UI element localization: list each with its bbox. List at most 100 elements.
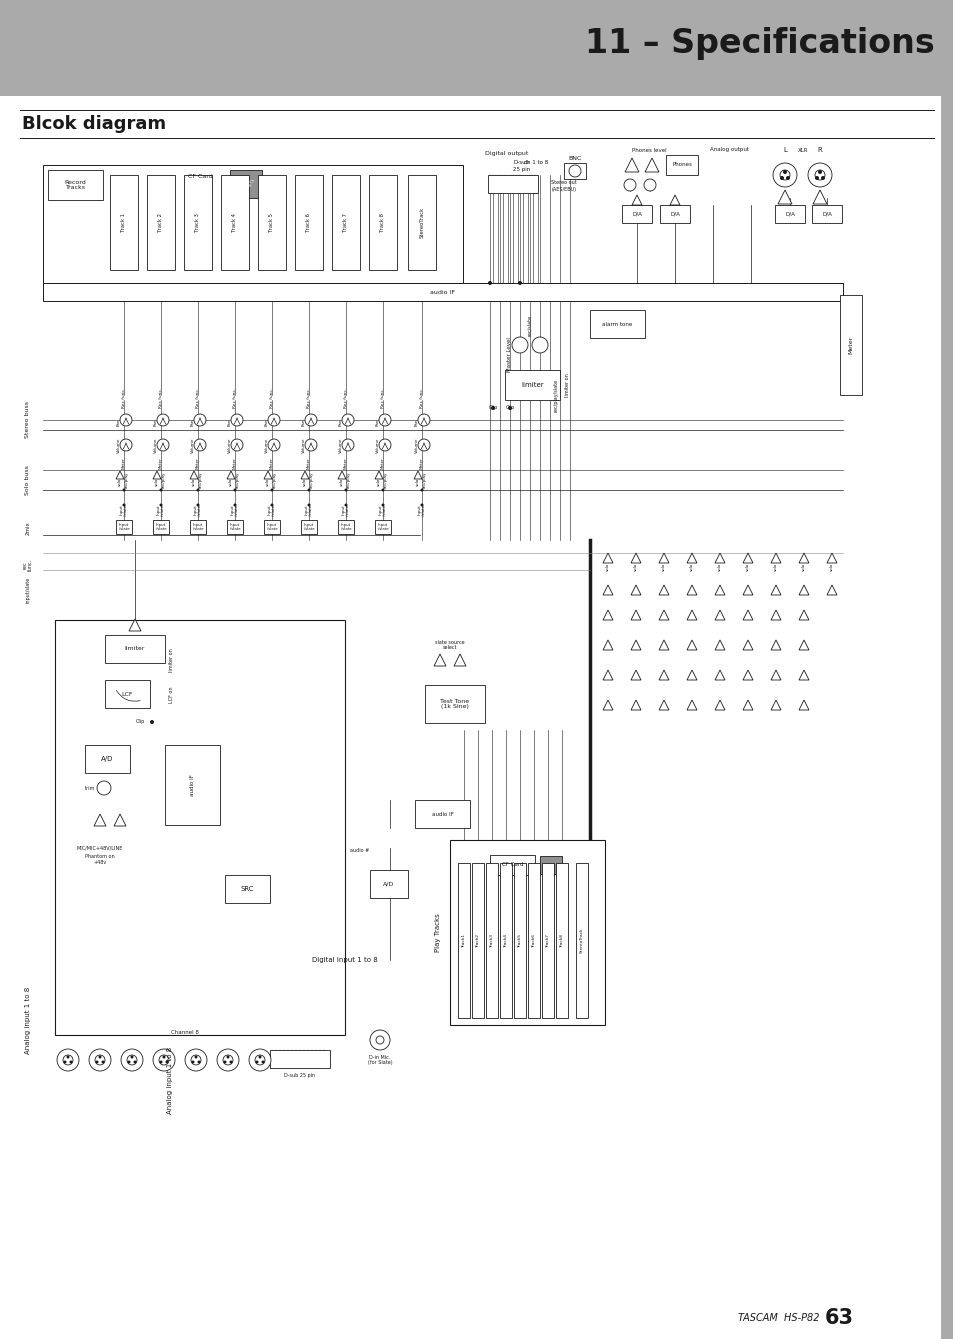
Text: Input
/slate: Input /slate xyxy=(193,505,202,516)
Polygon shape xyxy=(686,670,697,680)
Circle shape xyxy=(782,170,786,174)
Bar xyxy=(0,0,953,96)
Polygon shape xyxy=(602,553,613,562)
Text: D/A: D/A xyxy=(821,212,831,217)
Polygon shape xyxy=(659,611,668,620)
Bar xyxy=(472,864,483,1018)
Bar xyxy=(110,175,138,270)
Text: Track 8: Track 8 xyxy=(380,213,385,232)
Circle shape xyxy=(381,489,384,491)
Text: limiter: limiter xyxy=(520,382,543,388)
Polygon shape xyxy=(337,471,346,479)
Polygon shape xyxy=(742,700,752,710)
Polygon shape xyxy=(630,611,640,620)
Text: rec/play: rec/play xyxy=(125,471,129,489)
Text: Track 4: Track 4 xyxy=(233,213,237,232)
Polygon shape xyxy=(602,700,613,710)
Text: D/A: D/A xyxy=(632,212,641,217)
Bar xyxy=(165,744,220,825)
Text: LCF: LCF xyxy=(122,691,133,696)
Circle shape xyxy=(254,1055,265,1065)
Text: Track 3: Track 3 xyxy=(195,213,200,232)
Text: Track3: Track3 xyxy=(490,933,494,948)
Text: Track7: Track7 xyxy=(545,933,550,948)
Text: Track 6: Track 6 xyxy=(306,213,312,232)
Circle shape xyxy=(231,439,243,451)
Circle shape xyxy=(258,1055,261,1059)
Bar xyxy=(408,175,436,270)
Text: Stereo out: Stereo out xyxy=(551,181,577,186)
Text: Rec func.: Rec func. xyxy=(307,388,311,408)
Text: audio #: audio # xyxy=(350,848,369,853)
Text: Track2: Track2 xyxy=(476,933,479,948)
Polygon shape xyxy=(770,640,781,649)
Text: Meter: Meter xyxy=(233,457,236,469)
Circle shape xyxy=(821,175,824,179)
Bar xyxy=(774,205,804,224)
Text: input/slate: input/slate xyxy=(26,577,30,603)
Text: R: R xyxy=(817,147,821,153)
Text: XLR: XLR xyxy=(797,147,807,153)
Text: Track5: Track5 xyxy=(517,933,521,948)
Polygon shape xyxy=(770,700,781,710)
Text: TASCAM  HS-P82: TASCAM HS-P82 xyxy=(738,1314,820,1323)
Polygon shape xyxy=(812,190,826,204)
Text: Pan: Pan xyxy=(338,418,343,426)
Bar xyxy=(576,864,587,1018)
Text: rec/play: rec/play xyxy=(347,471,351,489)
Circle shape xyxy=(568,165,580,177)
Text: Volume: Volume xyxy=(191,438,194,453)
Circle shape xyxy=(64,1060,67,1063)
Text: COMPACT
FLASH: COMPACT FLASH xyxy=(237,179,254,189)
Text: LCF on: LCF on xyxy=(170,687,174,703)
Circle shape xyxy=(344,503,347,506)
Circle shape xyxy=(643,179,656,191)
Polygon shape xyxy=(644,158,659,171)
Circle shape xyxy=(120,439,132,451)
Circle shape xyxy=(417,414,430,426)
Polygon shape xyxy=(826,585,836,595)
Circle shape xyxy=(95,1055,105,1065)
Text: limiter on: limiter on xyxy=(170,648,174,672)
Text: Rec func.: Rec func. xyxy=(344,388,348,408)
Bar xyxy=(230,170,262,198)
Text: D-in Mic.
(for Slate): D-in Mic. (for Slate) xyxy=(367,1055,392,1066)
Text: solo: solo xyxy=(829,562,833,572)
Text: Record
Tracks: Record Tracks xyxy=(65,179,87,190)
Bar xyxy=(589,311,644,337)
Polygon shape xyxy=(454,653,465,665)
Bar xyxy=(563,163,585,179)
Text: Volume: Volume xyxy=(415,438,418,453)
Bar xyxy=(665,155,698,175)
Text: +48v: +48v xyxy=(93,861,107,865)
Text: Analog input 1 to 8: Analog input 1 to 8 xyxy=(25,987,30,1054)
Bar xyxy=(514,864,525,1018)
Circle shape xyxy=(159,1060,162,1063)
Polygon shape xyxy=(742,611,752,620)
Circle shape xyxy=(89,1048,111,1071)
Text: solo: solo xyxy=(718,562,721,572)
Circle shape xyxy=(193,414,206,426)
Text: rec/play: rec/play xyxy=(162,471,166,489)
Circle shape xyxy=(191,1055,201,1065)
Text: Input
/slate: Input /slate xyxy=(231,505,239,516)
Text: 63: 63 xyxy=(824,1308,853,1328)
Bar xyxy=(301,520,316,534)
Text: Pan: Pan xyxy=(302,418,306,426)
Text: Input
/slate: Input /slate xyxy=(417,505,426,516)
Text: Track 1: Track 1 xyxy=(121,213,127,232)
Text: A/D: A/D xyxy=(383,881,395,886)
Circle shape xyxy=(157,414,169,426)
Text: rec/play: rec/play xyxy=(199,471,203,489)
Text: solo: solo xyxy=(339,478,344,486)
Text: rec/play: rec/play xyxy=(235,471,240,489)
Text: Analog input 1 to 8: Analog input 1 to 8 xyxy=(167,1046,172,1114)
Circle shape xyxy=(375,1036,384,1044)
Text: Pan: Pan xyxy=(191,418,194,426)
Polygon shape xyxy=(669,195,679,205)
Text: Input
/slate: Input /slate xyxy=(377,522,388,532)
Polygon shape xyxy=(602,611,613,620)
Circle shape xyxy=(271,503,274,506)
Text: rec/play: rec/play xyxy=(273,471,276,489)
Circle shape xyxy=(226,1055,230,1059)
